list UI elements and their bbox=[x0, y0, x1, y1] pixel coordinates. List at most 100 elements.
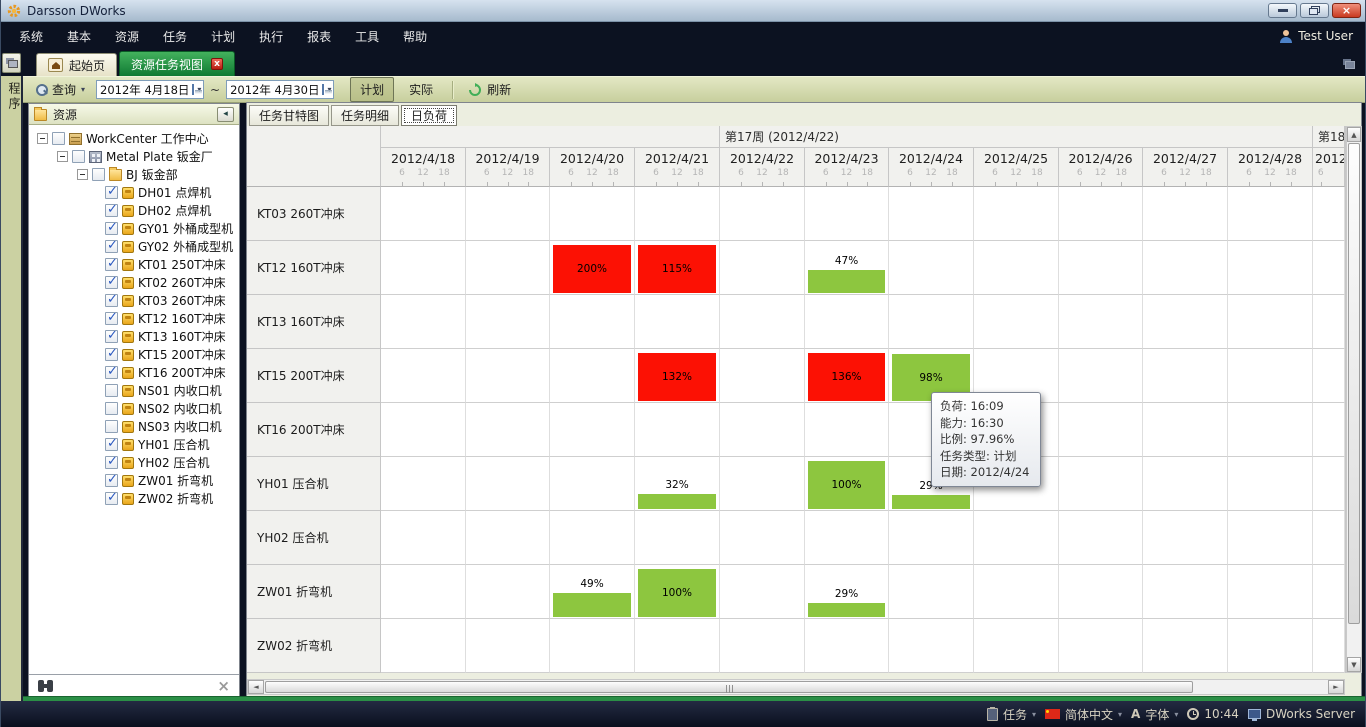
program-vertical-tab[interactable]: 程序 bbox=[7, 82, 21, 112]
tree-item[interactable]: Metal Plate 钣金厂 bbox=[29, 147, 239, 165]
tree-item[interactable]: KT16 200T冲床 bbox=[29, 363, 239, 381]
vertical-scrollbar[interactable]: ▲ ▼ bbox=[1346, 126, 1362, 673]
tree-item[interactable]: KT12 160T冲床 bbox=[29, 309, 239, 327]
tree-item[interactable]: WorkCenter 工作中心 bbox=[29, 129, 239, 147]
scroll-up-button[interactable]: ▲ bbox=[1347, 127, 1361, 142]
tree-checkbox[interactable] bbox=[105, 220, 118, 235]
restore-button[interactable] bbox=[1300, 3, 1329, 18]
binoculars-search-icon[interactable] bbox=[38, 679, 54, 692]
tree-item[interactable]: YH01 压合机 bbox=[29, 435, 239, 453]
tree-item[interactable]: ZW01 折弯机 bbox=[29, 471, 239, 489]
view-tab-1[interactable]: 任务甘特图 bbox=[249, 105, 330, 126]
tree-item[interactable]: KT02 260T冲床 bbox=[29, 273, 239, 291]
menu-item-4[interactable]: 任务 bbox=[163, 29, 188, 44]
date-to-input[interactable]: 2012年 4月30日 ▾ bbox=[226, 80, 335, 99]
tree-checkbox[interactable] bbox=[105, 364, 118, 379]
tree-checkbox[interactable] bbox=[105, 184, 118, 199]
tree-checkbox[interactable] bbox=[105, 454, 118, 469]
scroll-right-button[interactable]: ► bbox=[1328, 680, 1344, 694]
tree-item[interactable]: KT03 260T冲床 bbox=[29, 291, 239, 309]
load-bar[interactable] bbox=[808, 603, 885, 617]
menu-item-1[interactable]: 系统 bbox=[19, 29, 44, 44]
load-bar[interactable]: 200% bbox=[553, 245, 631, 293]
menu-item-5[interactable]: 计划 bbox=[211, 29, 236, 44]
refresh-button[interactable]: 刷新 bbox=[463, 79, 516, 100]
tree-checkbox[interactable] bbox=[105, 436, 118, 451]
menu-item-3[interactable]: 资源 bbox=[115, 29, 140, 44]
actual-toggle-button[interactable]: 实际 bbox=[409, 83, 434, 97]
horizontal-scrollbar[interactable]: ◄ ► bbox=[247, 679, 1345, 695]
tree-checkbox[interactable] bbox=[105, 292, 118, 307]
tree-checkbox[interactable] bbox=[105, 274, 118, 289]
scroll-down-button[interactable]: ▼ bbox=[1347, 657, 1361, 672]
chevron-down-icon[interactable]: ▾ bbox=[327, 85, 331, 94]
status-font-dropdown[interactable]: A 字体 ▾ bbox=[1131, 707, 1179, 722]
load-bar[interactable] bbox=[808, 270, 885, 293]
tree-item[interactable]: ZW02 折弯机 bbox=[29, 489, 239, 507]
load-bar[interactable] bbox=[638, 494, 716, 509]
tree-checkbox[interactable] bbox=[72, 149, 85, 163]
tree-checkbox[interactable] bbox=[105, 346, 118, 361]
load-bar[interactable]: 100% bbox=[638, 569, 716, 617]
tree-item[interactable]: KT01 250T冲床 bbox=[29, 255, 239, 273]
chevron-down-icon[interactable]: ▾ bbox=[197, 85, 201, 94]
load-bar[interactable] bbox=[892, 495, 970, 509]
menu-item-6[interactable]: 执行 bbox=[259, 29, 284, 44]
view-tab-2[interactable]: 任务明细 bbox=[331, 105, 400, 126]
tree-search-bar[interactable]: × bbox=[29, 674, 239, 696]
scroll-left-button[interactable]: ◄ bbox=[248, 680, 264, 694]
minimize-button[interactable] bbox=[1268, 3, 1297, 18]
tree-item[interactable]: KT15 200T冲床 bbox=[29, 345, 239, 363]
tree-item[interactable]: YH02 压合机 bbox=[29, 453, 239, 471]
tab-list-icon[interactable] bbox=[1342, 54, 1355, 73]
tree-item[interactable]: NS03 内收口机 bbox=[29, 417, 239, 435]
clear-icon[interactable]: × bbox=[217, 676, 230, 695]
chevron-down-icon[interactable]: ▾ bbox=[81, 85, 86, 94]
tab-close-icon[interactable]: x bbox=[211, 58, 224, 70]
query-button[interactable]: 查询 ▾ bbox=[31, 79, 90, 100]
tree-item[interactable]: BJ 钣金部 bbox=[29, 165, 239, 183]
tree-checkbox[interactable] bbox=[105, 419, 118, 433]
tree-item[interactable]: KT13 160T冲床 bbox=[29, 327, 239, 345]
tree-item[interactable]: GY02 外桶成型机 bbox=[29, 237, 239, 255]
tree-checkbox[interactable] bbox=[92, 167, 105, 181]
menu-item-9[interactable]: 帮助 bbox=[403, 29, 428, 44]
tree-checkbox[interactable] bbox=[105, 401, 118, 415]
tree-checkbox[interactable] bbox=[105, 472, 118, 487]
tree-item[interactable]: NS02 内收口机 bbox=[29, 399, 239, 417]
sidebar-collapse-button[interactable]: ◂ bbox=[217, 106, 234, 122]
menu-item-2[interactable]: 基本 bbox=[67, 29, 92, 44]
plan-toggle-button[interactable]: 计划 bbox=[350, 77, 395, 102]
status-language-dropdown[interactable]: 简体中文 ▾ bbox=[1045, 706, 1122, 723]
vertical-scroll-thumb[interactable] bbox=[1348, 143, 1360, 624]
load-bar[interactable]: 136% bbox=[808, 353, 885, 401]
tree-checkbox[interactable] bbox=[105, 490, 118, 505]
load-bar[interactable] bbox=[553, 593, 631, 617]
tree-item[interactable]: NS01 内收口机 bbox=[29, 381, 239, 399]
tree-checkbox[interactable] bbox=[105, 256, 118, 271]
tab-resource-task-view[interactable]: 资源任务视图 x bbox=[119, 51, 236, 76]
tree-checkbox[interactable] bbox=[105, 238, 118, 253]
tree-item[interactable]: DH01 点焊机 bbox=[29, 183, 239, 201]
tree-expander-icon[interactable] bbox=[57, 150, 68, 162]
load-bar[interactable]: 100% bbox=[808, 461, 885, 509]
tree-item[interactable]: DH02 点焊机 bbox=[29, 201, 239, 219]
menu-item-8[interactable]: 工具 bbox=[355, 29, 380, 44]
tree-expander-icon[interactable] bbox=[77, 168, 88, 180]
load-bar[interactable]: 115% bbox=[638, 245, 716, 293]
menu-item-7[interactable]: 报表 bbox=[307, 29, 332, 44]
tree-expander-icon[interactable] bbox=[37, 132, 48, 144]
program-panel-button[interactable] bbox=[2, 53, 21, 73]
tree-checkbox[interactable] bbox=[105, 328, 118, 343]
tab-home-page[interactable]: 起始页 bbox=[36, 53, 118, 76]
status-task-dropdown[interactable]: 任务 ▾ bbox=[986, 706, 1036, 723]
tree-checkbox[interactable] bbox=[52, 131, 65, 145]
tree-checkbox[interactable] bbox=[105, 310, 118, 325]
load-bar[interactable]: 132% bbox=[638, 353, 716, 401]
tree-checkbox[interactable] bbox=[105, 383, 118, 397]
close-button[interactable]: × bbox=[1332, 3, 1361, 18]
date-from-input[interactable]: 2012年 4月18日 ▾ bbox=[96, 80, 205, 99]
horizontal-scroll-thumb[interactable] bbox=[265, 681, 1193, 693]
view-tab-3[interactable]: 日负荷 bbox=[401, 105, 458, 126]
tree-item[interactable]: GY01 外桶成型机 bbox=[29, 219, 239, 237]
